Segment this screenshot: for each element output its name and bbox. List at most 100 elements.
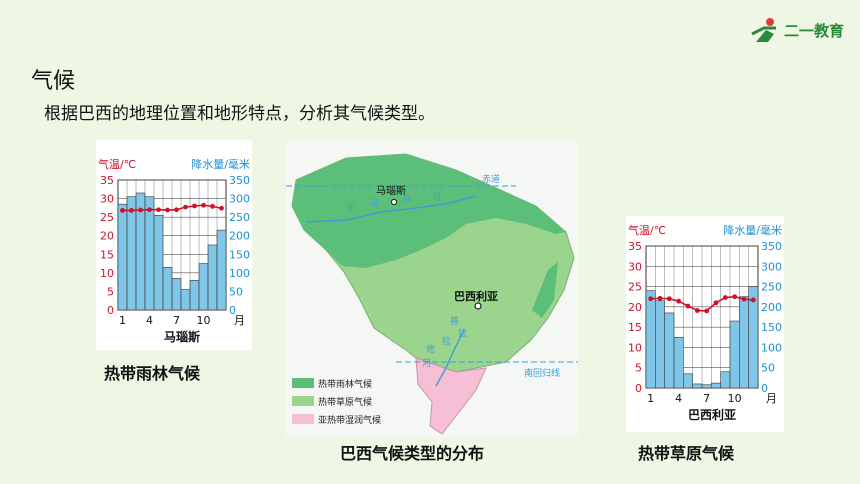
map-land-subtropical <box>415 357 487 435</box>
map-city-brasilia-label: 巴西利亚 <box>454 289 498 303</box>
map-river-char: 孙 <box>402 193 411 205</box>
temperature-point <box>165 207 170 213</box>
x-unit-label: 月 <box>766 392 777 405</box>
legend-swatch-subtropical <box>292 414 314 424</box>
x-tick: 7 <box>703 392 710 405</box>
temperature-point <box>147 207 152 213</box>
temperature-point <box>713 300 719 306</box>
station-name: 马瑙斯 <box>164 329 200 344</box>
map-river-char: 马 <box>370 198 379 209</box>
precipitation-bar <box>189 279 200 311</box>
y-left-tick: 10 <box>100 267 114 280</box>
precipitation-bar <box>117 203 128 311</box>
temperature-point <box>183 204 188 210</box>
legend-label-subtropical: 亚热带湿润气候 <box>318 414 381 426</box>
brand-logo <box>751 18 776 42</box>
legend-label-rainforest: 热带雨林气候 <box>318 378 372 390</box>
x-tick: 4 <box>146 314 153 327</box>
y-left-tick: 0 <box>635 382 642 395</box>
y-left-tick: 5 <box>635 362 642 375</box>
temperature-point <box>676 298 682 304</box>
y-right-tick: 150 <box>229 248 250 261</box>
map-land-rainforest-coast <box>532 262 558 318</box>
precipitation-bar <box>664 312 675 389</box>
y-left-tick: 30 <box>100 193 114 206</box>
map-tropic-label: 南回归线 <box>524 367 560 379</box>
y-left-tick: 25 <box>628 281 642 294</box>
map-river-char: 河 <box>432 191 441 203</box>
legend-label-savanna: 热带草原气候 <box>318 396 372 408</box>
precipitation-bar <box>683 373 693 389</box>
temperature-point <box>129 208 134 213</box>
temperature-point <box>685 303 691 309</box>
y-right-tick: 300 <box>761 260 782 273</box>
map-caption: 巴西气候类型的分布 <box>340 444 485 463</box>
precipitation-bar <box>162 266 173 311</box>
x-tick: 1 <box>119 314 126 327</box>
temperature-point <box>648 296 654 302</box>
temperature-point <box>657 295 663 301</box>
y-left-tick: 10 <box>628 341 642 354</box>
y-left-tick: 25 <box>100 211 114 224</box>
temperature-point <box>741 296 747 302</box>
precipitation-bar <box>171 278 182 311</box>
precipitation-bar <box>126 196 137 311</box>
brazil-climate-map: 赤道 南回归线 亚 马 孙 河 拉 普 拉 他 河 马瑙斯 巴西利亚 热带雨林气… <box>286 140 578 438</box>
legend-swatch-rainforest <box>292 378 314 388</box>
legend-swatch-savanna <box>292 396 314 406</box>
y-right-tick: 350 <box>761 240 782 253</box>
precipitation-bar <box>711 382 721 389</box>
y-left-axis-label: 气温/℃ <box>628 223 666 237</box>
manaus-climate-chart: 0 5 10 15 20 25 30 35 0 50 100 150 200 250 300 350 气温/℃ 降… <box>96 140 252 350</box>
y-right-tick: 250 <box>229 211 250 224</box>
station-name: 巴西利亚 <box>688 407 736 422</box>
precipitation-bar <box>673 336 684 389</box>
x-tick: 1 <box>647 392 654 405</box>
precipitation-bar <box>692 383 703 389</box>
precipitation-bar <box>216 229 227 311</box>
map-river-char: 拉 <box>442 335 451 347</box>
y-right-tick: 350 <box>229 174 250 187</box>
y-left-tick: 0 <box>107 304 114 317</box>
temperature-point <box>694 308 700 313</box>
temperature-point <box>174 207 179 213</box>
temperature-point <box>120 208 125 213</box>
precipitation-bar <box>144 196 155 311</box>
precipitation-bar <box>701 384 712 389</box>
x-tick: 7 <box>173 314 180 327</box>
map-river-char: 拉 <box>458 327 467 339</box>
map-river-char: 河 <box>422 357 431 369</box>
y-left-tick: 35 <box>628 240 642 253</box>
y-right-tick: 0 <box>229 304 236 317</box>
y-left-tick: 35 <box>100 174 114 187</box>
y-right-tick: 250 <box>761 281 782 294</box>
map-city-brasilia-marker <box>474 302 482 310</box>
map-river-char: 他 <box>426 343 435 355</box>
y-right-tick: 100 <box>229 267 250 280</box>
brasilia-climate-chart: 0 5 10 15 20 25 30 35 0 50 100 150 200 250 300 350 气温/℃ 降… <box>626 216 784 432</box>
y-right-tick: 50 <box>229 285 243 298</box>
map-svg: 赤道 南回归线 亚 马 孙 河 拉 普 拉 他 河 马瑙斯 巴西利亚 热带雨林气… <box>286 153 578 435</box>
y-right-tick: 150 <box>761 321 782 334</box>
temperature-point <box>210 203 215 209</box>
brasilia-climate-caption: 热带草原气候 <box>638 444 735 463</box>
temperature-point <box>722 295 728 300</box>
y-right-tick: 0 <box>761 382 768 395</box>
temperature-point <box>201 202 206 208</box>
map-river-amazon <box>305 195 477 223</box>
temperature-point <box>750 297 756 303</box>
precipitation-bar <box>720 371 731 389</box>
map-equator-label: 赤道 <box>482 173 500 185</box>
y-right-axis-label: 降水量/毫米 <box>191 157 250 171</box>
temperature-point <box>192 203 197 209</box>
precipitation-bar <box>207 244 218 311</box>
precipitation-bar <box>739 296 749 389</box>
x-unit-label: 月 <box>234 314 245 327</box>
y-left-tick: 20 <box>100 230 114 243</box>
temperature-point <box>138 207 143 213</box>
precipitation-bar <box>645 290 656 389</box>
y-left-tick: 5 <box>107 285 114 298</box>
y-left-tick: 30 <box>628 260 642 273</box>
